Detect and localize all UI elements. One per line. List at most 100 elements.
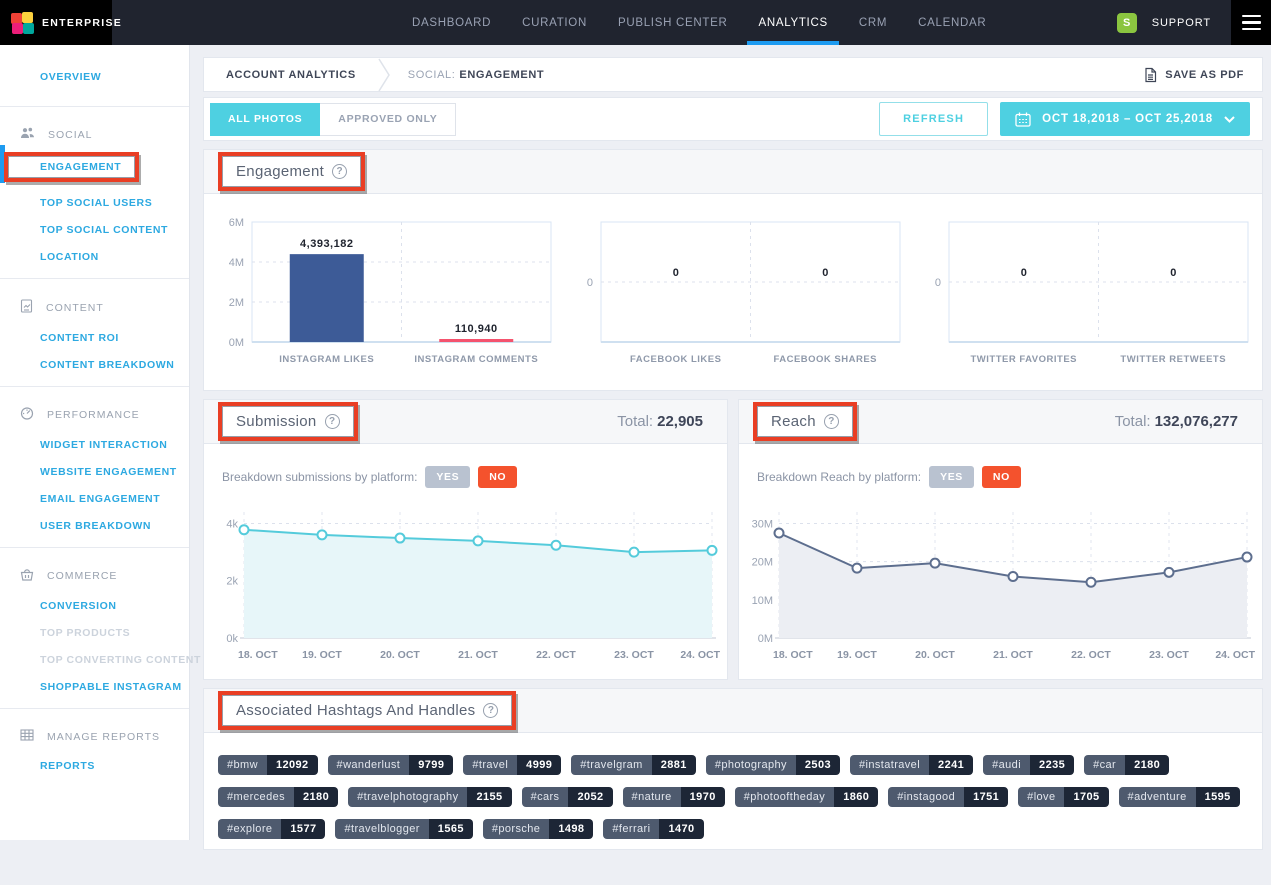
sidebar-item-overview[interactable]: OVERVIEW <box>0 71 189 83</box>
date-range-picker[interactable]: OCT 18,2018 – OCT 25,2018 <box>1000 102 1250 136</box>
reach-no-button[interactable]: NO <box>982 466 1021 488</box>
hashtag-count: 2180 <box>1125 755 1169 775</box>
avatar[interactable]: S <box>1117 13 1137 33</box>
help-icon[interactable]: ? <box>824 414 839 429</box>
submission-yes-button[interactable]: YES <box>425 466 470 488</box>
sidebar-item-user-breakdown[interactable]: USER BREAKDOWN <box>0 520 189 532</box>
help-icon[interactable]: ? <box>332 164 347 179</box>
reach-panel: Reach ? Total:132,076,277 Breakdown Reac… <box>738 399 1263 680</box>
hashtag-count: 2881 <box>652 755 696 775</box>
hashtag-label: #bmw <box>218 755 267 775</box>
breadcrumb-current: SOCIAL:ENGAGEMENT <box>392 69 566 81</box>
sidebar-section-manage-reports: MANAGE REPORTS <box>0 729 189 744</box>
breadcrumb: ACCOUNT ANALYTICS SOCIAL:ENGAGEMENT SAVE… <box>203 57 1263 92</box>
breadcrumb-separator-icon <box>378 58 392 91</box>
brand[interactable]: ENTERPRISE <box>0 0 112 45</box>
sidebar-item-top-social-content[interactable]: TOP SOCIAL CONTENT <box>0 224 189 236</box>
tab-all-photos[interactable]: ALL PHOTOS <box>210 103 320 136</box>
support-link[interactable]: SUPPORT <box>1152 17 1211 29</box>
hashtags-panel-title: Associated Hashtags And Handles <box>236 702 475 719</box>
hamburger-menu-icon[interactable] <box>1231 0 1271 45</box>
svg-text:0: 0 <box>935 277 941 289</box>
sidebar-item-widget-interaction[interactable]: WIDGET INTERACTION <box>0 439 189 451</box>
sidebar-item-top-social-users[interactable]: TOP SOCIAL USERS <box>0 197 189 209</box>
reach-yes-button[interactable]: YES <box>929 466 974 488</box>
sidebar-item-reports[interactable]: REPORTS <box>0 760 189 772</box>
nav-item-dashboard[interactable]: DASHBOARD <box>412 0 491 45</box>
nav-item-analytics[interactable]: ANALYTICS <box>758 0 827 45</box>
svg-text:6M: 6M <box>229 217 244 229</box>
sidebar-item-shoppable-instagram[interactable]: SHOPPABLE INSTAGRAM <box>0 681 189 693</box>
hashtag-count: 1565 <box>429 819 473 839</box>
document-icon <box>20 299 33 316</box>
hashtag-label: #wanderlust <box>328 755 410 775</box>
hashtag-label: #photooftheday <box>735 787 834 807</box>
hashtag-count: 2052 <box>568 787 612 807</box>
submission-no-button[interactable]: NO <box>478 466 517 488</box>
sidebar-item-email-engagement[interactable]: EMAIL ENGAGEMENT <box>0 493 189 505</box>
hashtag-label: #travel <box>463 755 517 775</box>
hashtag-count: 1970 <box>681 787 725 807</box>
sidebar-section-social: SOCIAL <box>0 127 189 142</box>
date-range-label: OCT 18,2018 – OCT 25,2018 <box>1042 113 1213 125</box>
sidebar-item-content-breakdown[interactable]: CONTENT BREAKDOWN <box>0 359 189 371</box>
svg-text:110,940: 110,940 <box>455 323 498 335</box>
sidebar-section-label: COMMERCE <box>47 570 117 582</box>
hashtag-label: #mercedes <box>218 787 294 807</box>
sidebar-item-website-engagement[interactable]: WEBSITE ENGAGEMENT <box>0 466 189 478</box>
hashtag-count: 1470 <box>659 819 703 839</box>
svg-text:0: 0 <box>586 277 592 289</box>
nav-item-curation[interactable]: CURATION <box>522 0 587 45</box>
svg-text:0k: 0k <box>226 633 238 645</box>
nav-item-crm[interactable]: CRM <box>859 0 887 45</box>
breadcrumb-root[interactable]: ACCOUNT ANALYTICS <box>204 69 378 81</box>
svg-text:0: 0 <box>672 267 678 279</box>
breadcrumb-page: ENGAGEMENT <box>459 69 544 81</box>
sidebar-item-label: ENGAGEMENT <box>40 161 121 173</box>
sidebar-item-location[interactable]: LOCATION <box>0 251 189 263</box>
sidebar-item-engagement[interactable]: ENGAGEMENT <box>0 158 189 182</box>
sidebar-item-content-roi[interactable]: CONTENT ROI <box>0 332 189 344</box>
enterprise-logo-icon <box>11 12 33 34</box>
photo-filter-tabs: ALL PHOTOS APPROVED ONLY <box>210 103 456 136</box>
nav-item-calendar[interactable]: CALENDAR <box>918 0 986 45</box>
sidebar-item-label: WIDGET INTERACTION <box>40 439 167 451</box>
svg-text:2M: 2M <box>229 297 244 309</box>
nav-item-publish-center[interactable]: PUBLISH CENTER <box>618 0 728 45</box>
help-icon[interactable]: ? <box>325 414 340 429</box>
hashtag-label: #instagood <box>888 787 964 807</box>
sidebar-item-conversion[interactable]: CONVERSION <box>0 600 189 612</box>
sidebar-section-label: PERFORMANCE <box>47 409 140 421</box>
save-as-pdf-button[interactable]: SAVE AS PDF <box>1143 67 1244 83</box>
tab-approved-only[interactable]: APPROVED ONLY <box>320 103 456 136</box>
sidebar-section-label: MANAGE REPORTS <box>47 731 160 743</box>
refresh-button[interactable]: REFRESH <box>879 102 988 136</box>
svg-text:TWITTER RETWEETS: TWITTER RETWEETS <box>1120 354 1226 365</box>
help-icon[interactable]: ? <box>483 703 498 718</box>
hashtag-count: 1577 <box>281 819 325 839</box>
svg-text:2k: 2k <box>226 576 238 588</box>
hashtag-count: 2241 <box>929 755 973 775</box>
